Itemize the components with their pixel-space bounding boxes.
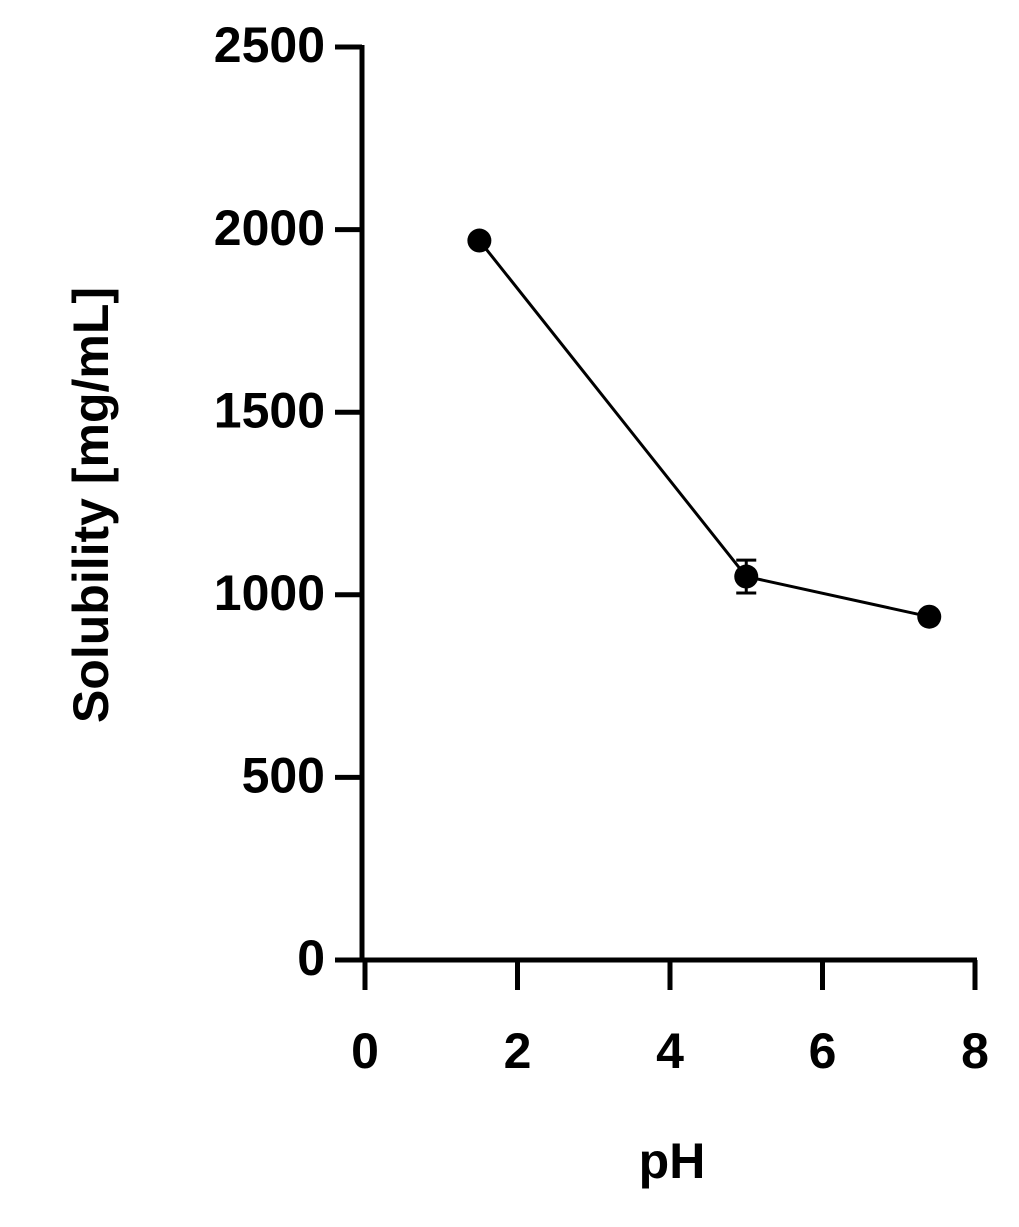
x-tick-label: 4	[656, 1023, 684, 1079]
y-tick-label: 2500	[214, 17, 325, 73]
y-tick-label: 2000	[214, 200, 325, 256]
y-tick-label: 0	[297, 930, 325, 986]
y-axis-label: Solubility [mg/mL]	[63, 287, 119, 723]
y-tick-label: 1000	[214, 565, 325, 621]
marker	[917, 604, 942, 629]
x-tick-label: 8	[961, 1023, 989, 1079]
y-tick-label: 500	[242, 748, 325, 804]
x-axis-label: pH	[639, 1133, 706, 1189]
x-tick-label: 6	[809, 1023, 837, 1079]
marker	[734, 564, 759, 589]
marker	[467, 228, 492, 253]
y-tick-label: 1500	[214, 382, 325, 438]
x-tick-label: 2	[504, 1023, 532, 1079]
line	[478, 239, 930, 619]
x-tick-label: 0	[351, 1023, 379, 1079]
